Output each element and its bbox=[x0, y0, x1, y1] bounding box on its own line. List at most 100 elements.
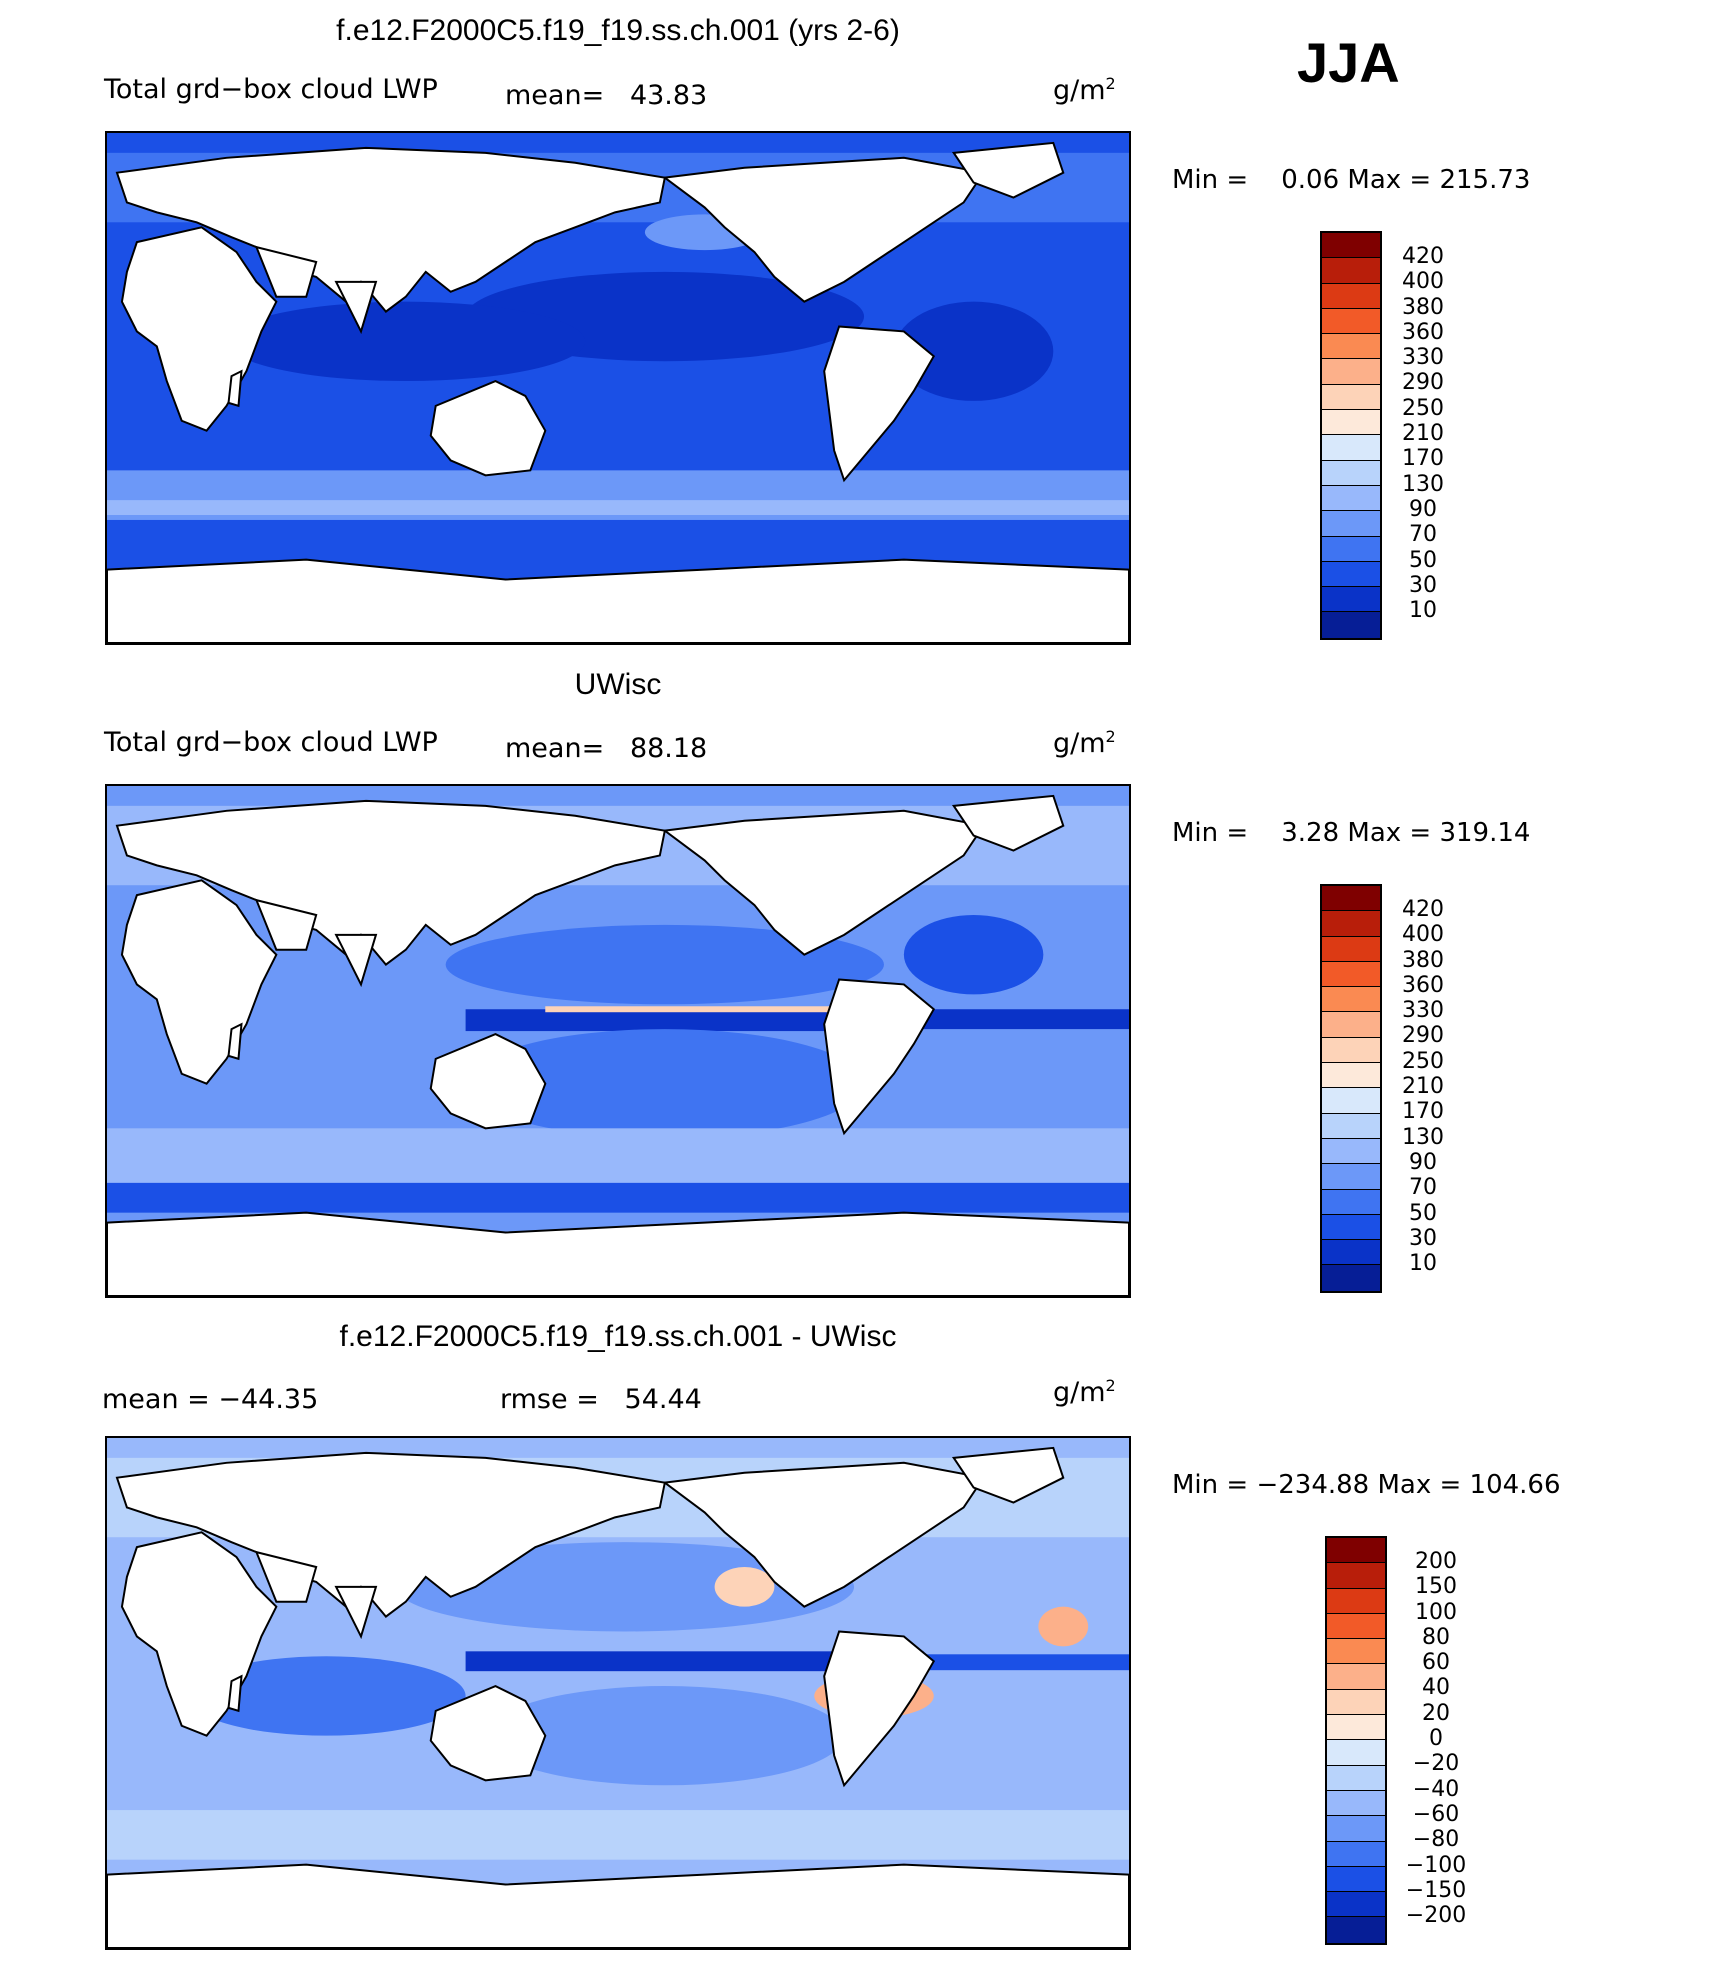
panel-3-colorbar-cell bbox=[1327, 1892, 1385, 1918]
panel-1-colorbar-cell bbox=[1322, 233, 1380, 259]
panel-1-colorbar-cell bbox=[1322, 612, 1380, 638]
colorbar-tick-label: 400 bbox=[1402, 269, 1444, 295]
panel-3-colorbar-cell bbox=[1327, 1866, 1385, 1893]
colorbar-tick-label: 150 bbox=[1415, 1574, 1457, 1600]
panel-3-colorbar-cell bbox=[1327, 1639, 1385, 1665]
panel-2-colorbar-cell bbox=[1322, 1063, 1380, 1089]
panel-3-world-map bbox=[107, 1438, 1129, 1948]
colorbar-tick-label: 80 bbox=[1422, 1624, 1450, 1650]
colorbar-tick-label: 250 bbox=[1402, 1048, 1444, 1074]
colorbar-tick-label: 20 bbox=[1422, 1700, 1450, 1726]
panel-1-colorbar-cell bbox=[1322, 536, 1380, 562]
panel-1-colorbar-cell bbox=[1322, 587, 1380, 613]
panel-1-title: f.e12.F2000C5.f19_f19.ss.ch.001 (yrs 2-6… bbox=[336, 14, 900, 47]
colorbar-tick-label: 100 bbox=[1415, 1599, 1457, 1625]
panel-2-colorbar-cell bbox=[1322, 1240, 1380, 1266]
colorbar-tick-label: 170 bbox=[1402, 1099, 1444, 1125]
panel-3-map bbox=[105, 1436, 1131, 1950]
colorbar-tick-label: 420 bbox=[1402, 244, 1444, 269]
panel-2-map bbox=[105, 784, 1131, 1298]
panel-3-colorbar-cell bbox=[1327, 1740, 1385, 1766]
colorbar-tick-label: 60 bbox=[1422, 1650, 1450, 1676]
colorbar-tick-label: 130 bbox=[1402, 471, 1444, 497]
panel-3-colorbar bbox=[1325, 1536, 1387, 1945]
panel-1-units: g/m2 bbox=[1053, 74, 1116, 106]
panel-1-colorbar-cell bbox=[1322, 359, 1380, 385]
panel-1-world-map bbox=[107, 133, 1129, 643]
colorbar-tick-label: 70 bbox=[1409, 522, 1437, 548]
panel-1-colorbar-cell bbox=[1322, 511, 1380, 537]
panel-2-colorbar-cell bbox=[1322, 961, 1380, 988]
panel-3-colorbar-cell bbox=[1327, 1715, 1385, 1741]
panel-1-variable: Total grd−box cloud LWP bbox=[104, 74, 438, 105]
panel-1-minmax: Min = 0.06 Max = 215.73 bbox=[1172, 165, 1531, 195]
panel-3-units: g/m2 bbox=[1053, 1376, 1116, 1408]
colorbar-tick-label: 210 bbox=[1402, 1074, 1444, 1100]
colorbar-tick-label: 30 bbox=[1409, 1225, 1437, 1251]
colorbar-tick-label: 30 bbox=[1409, 572, 1437, 598]
panel-3-colorbar-cell bbox=[1327, 1538, 1385, 1564]
panel-2-colorbar-labels: 420 400 380 360 330 290 250 210 170 130 … bbox=[1388, 897, 1458, 1276]
colorbar-tick-label: 10 bbox=[1409, 598, 1437, 624]
panel-1-colorbar-cell bbox=[1322, 410, 1380, 436]
colorbar-tick-label: 330 bbox=[1402, 998, 1444, 1024]
panel-3-colorbar-cell bbox=[1327, 1917, 1385, 1943]
panel-3-mean: mean = −44.35 bbox=[102, 1384, 319, 1415]
panel-3-colorbar-cell bbox=[1327, 1765, 1385, 1791]
colorbar-tick-label: 90 bbox=[1409, 1149, 1437, 1175]
panel-3-colorbar-cell bbox=[1327, 1689, 1385, 1716]
colorbar-tick-label: 170 bbox=[1402, 446, 1444, 472]
panel-2-colorbar-cell bbox=[1322, 987, 1380, 1013]
colorbar-tick-label: 130 bbox=[1402, 1124, 1444, 1150]
panel-3-colorbar-cell bbox=[1327, 1790, 1385, 1817]
panel-2-world-map bbox=[107, 786, 1129, 1296]
colorbar-tick-label: 360 bbox=[1402, 972, 1444, 998]
colorbar-tick-label: 400 bbox=[1402, 922, 1444, 948]
panel-2-colorbar-cell bbox=[1322, 1138, 1380, 1165]
panel-2-colorbar-cell bbox=[1322, 1265, 1380, 1291]
colorbar-tick-label: 10 bbox=[1409, 1251, 1437, 1277]
panel-2-mean: mean= 88.18 bbox=[505, 733, 708, 764]
panel-1-colorbar-labels: 420 400 380 360 330 290 250 210 170 130 … bbox=[1388, 244, 1458, 623]
panel-1-map bbox=[105, 131, 1131, 645]
panel-1-colorbar-cell bbox=[1322, 460, 1380, 486]
colorbar-tick-label: 420 bbox=[1402, 897, 1444, 922]
colorbar-tick-label: 380 bbox=[1402, 294, 1444, 320]
panel-2-colorbar-cell bbox=[1322, 1037, 1380, 1064]
colorbar-tick-label: −100 bbox=[1405, 1852, 1467, 1878]
panel-2-units: g/m2 bbox=[1053, 727, 1116, 759]
panel-2-colorbar bbox=[1320, 884, 1382, 1293]
panel-2-colorbar-cell bbox=[1322, 1012, 1380, 1038]
panel-3-title: f.e12.F2000C5.f19_f19.ss.ch.001 - UWisc bbox=[339, 1320, 897, 1353]
panel-2-colorbar-cell bbox=[1322, 1189, 1380, 1215]
panel-3-rmse: rmse = 54.44 bbox=[500, 1384, 702, 1415]
panel-3-colorbar-cell bbox=[1327, 1664, 1385, 1690]
panel-3-colorbar-cell bbox=[1327, 1841, 1385, 1867]
panel-2-colorbar-cell bbox=[1322, 1113, 1380, 1139]
colorbar-tick-label: −150 bbox=[1405, 1877, 1467, 1903]
panel-1-colorbar bbox=[1320, 231, 1382, 640]
colorbar-tick-label: 290 bbox=[1402, 1023, 1444, 1049]
panel-1-colorbar-cell bbox=[1322, 283, 1380, 309]
colorbar-tick-label: −60 bbox=[1412, 1801, 1460, 1827]
panel-1-colorbar-cell bbox=[1322, 334, 1380, 360]
panel-3-minmax: Min = −234.88 Max = 104.66 bbox=[1172, 1470, 1561, 1500]
panel-2-colorbar-cell bbox=[1322, 1164, 1380, 1190]
colorbar-tick-label: 50 bbox=[1409, 547, 1437, 573]
season-label: JJA bbox=[1297, 31, 1400, 94]
colorbar-tick-label: 90 bbox=[1409, 496, 1437, 522]
panel-2-colorbar-cell bbox=[1322, 911, 1380, 937]
panel-2-variable: Total grd−box cloud LWP bbox=[104, 727, 438, 758]
panel-1-colorbar-cell bbox=[1322, 485, 1380, 512]
panel-2-colorbar-cell bbox=[1322, 886, 1380, 912]
panel-3-colorbar-cell bbox=[1327, 1613, 1385, 1640]
panel-1-colorbar-cell bbox=[1322, 561, 1380, 588]
colorbar-tick-label: 210 bbox=[1402, 421, 1444, 447]
colorbar-tick-label: −80 bbox=[1412, 1827, 1460, 1853]
colorbar-tick-label: 360 bbox=[1402, 319, 1444, 345]
colorbar-tick-label: 380 bbox=[1402, 947, 1444, 973]
panel-3-colorbar-cell bbox=[1327, 1588, 1385, 1614]
panel-3-colorbar-labels: 200 150 100 80 60 40 20 0 −20 −40 −60 −8… bbox=[1396, 1549, 1476, 1928]
panel-2-colorbar-cell bbox=[1322, 1214, 1380, 1241]
panel-1-colorbar-cell bbox=[1322, 435, 1380, 461]
